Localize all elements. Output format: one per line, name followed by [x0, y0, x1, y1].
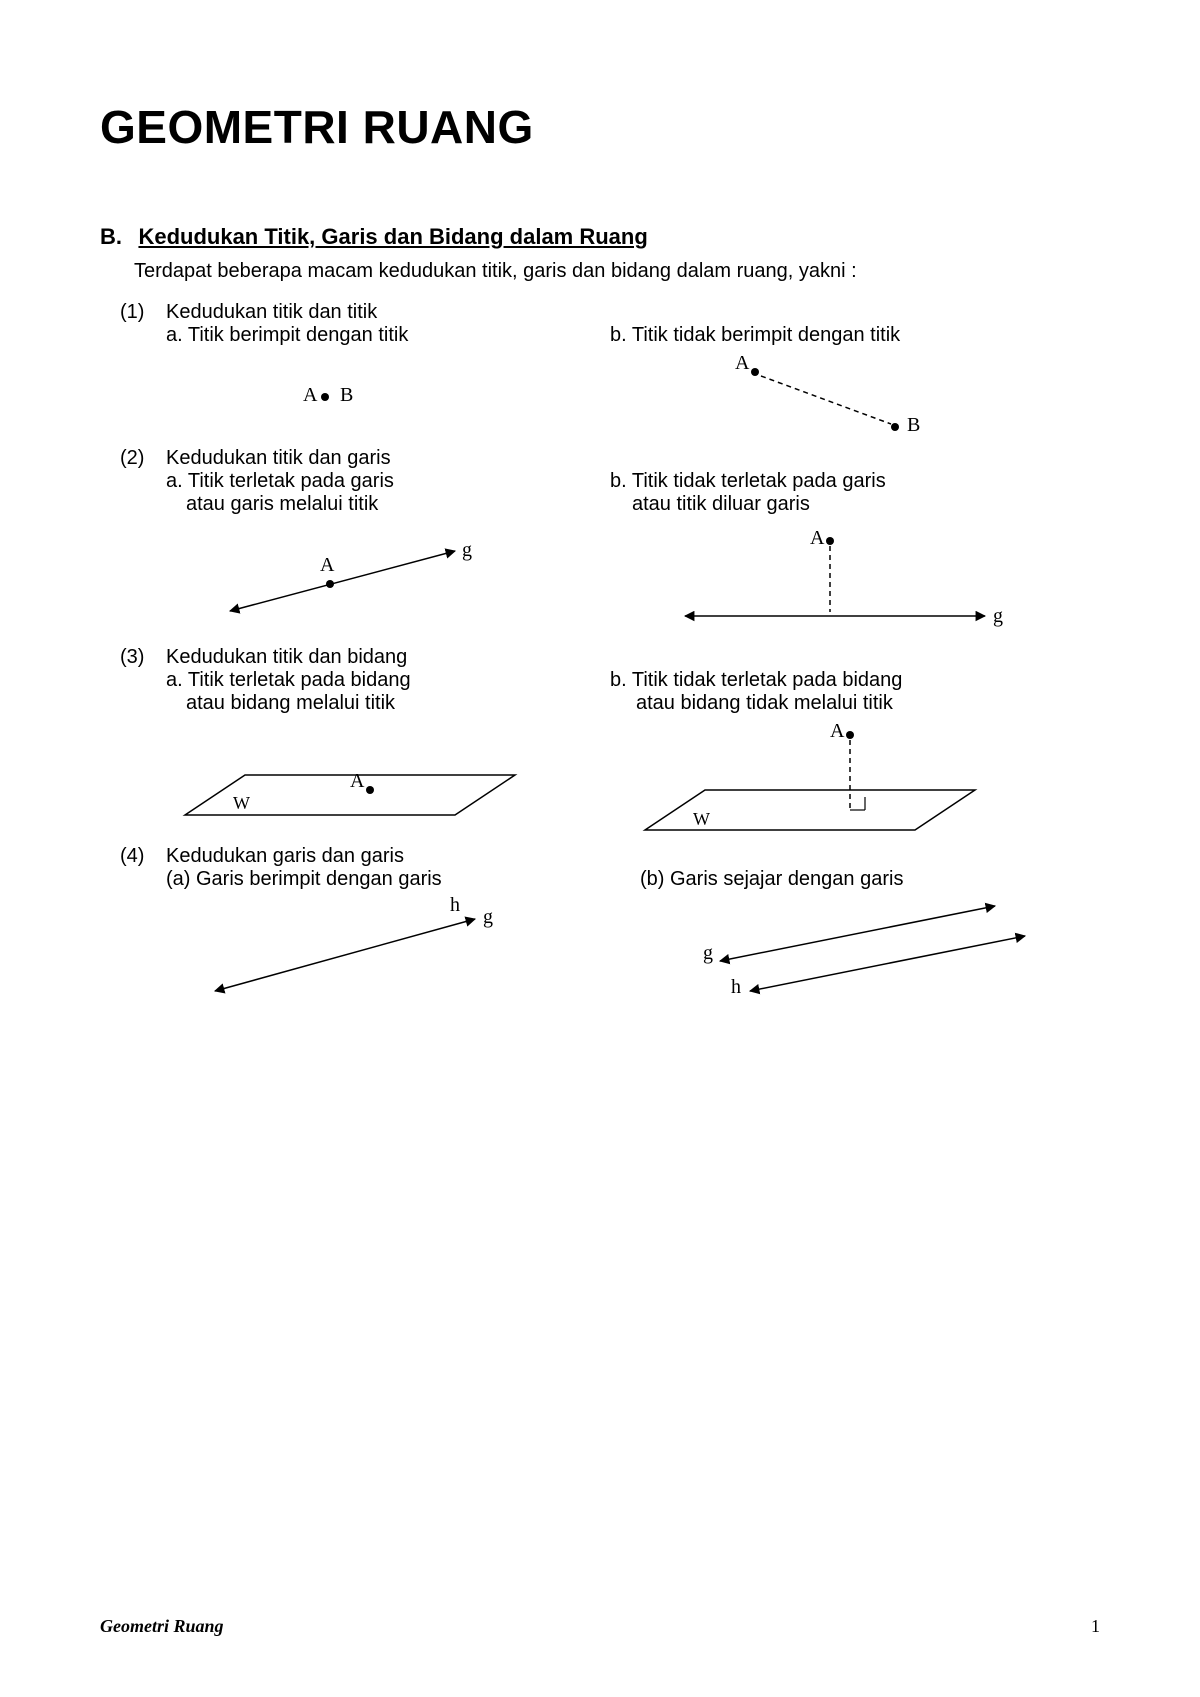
label-h: h — [450, 894, 460, 916]
item-text: Kedudukan titik dan bidang — [166, 646, 407, 669]
subitem-a: a. Titik terletak pada garis — [166, 470, 610, 493]
diagram-row: A W A W — [120, 715, 1100, 845]
label-W: W — [233, 793, 250, 813]
list-item: (4) Kedudukan garis dan garis — [120, 845, 1100, 868]
item-text: Kedudukan titik dan titik — [166, 301, 377, 324]
list-item: (2) Kedudukan titik dan garis — [120, 447, 1100, 470]
subitem-a: a. Titik terletak pada bidang — [166, 669, 610, 692]
item-number: (3) — [120, 646, 166, 669]
subitem-b: (b) Garis sejajar dengan garis — [640, 868, 1100, 891]
label-B: B — [907, 414, 920, 436]
page-title: GEOMETRI RUANG — [100, 100, 1100, 154]
subitem-b: b. Titik tidak berimpit dengan titik — [610, 324, 1100, 347]
page-footer: Geometri Ruang 1 — [100, 1616, 1100, 1637]
document-page: GEOMETRI RUANG B. Kedudukan Titik, Garis… — [0, 0, 1200, 1697]
diagram-3a: A W — [120, 715, 610, 845]
diagram-4a: h g — [120, 891, 610, 1011]
diagram-row: A g A g — [120, 516, 1100, 646]
label-A: A — [735, 352, 750, 374]
subitem-row: a. Titik terletak pada garis atau garis … — [120, 470, 1100, 516]
label-A: A — [303, 384, 318, 406]
list-item: (1) Kedudukan titik dan titik — [120, 301, 1100, 324]
label-W: W — [693, 809, 710, 829]
subitem-row: (a) Garis berimpit dengan garis (b) Gari… — [120, 868, 1100, 891]
label-g: g — [993, 605, 1003, 627]
page-number: 1 — [1091, 1616, 1100, 1637]
subitem-a2: atau garis melalui titik — [186, 493, 610, 516]
diagram-3b: A W — [610, 715, 1100, 845]
subitem-b: b. Titik tidak terletak pada garis — [610, 470, 1100, 493]
diagram-1b: A B — [610, 347, 1100, 447]
label-B: B — [340, 384, 353, 406]
subitem-b2: atau titik diluar garis — [632, 493, 1100, 516]
intro-text: Terdapat beberapa macam kedudukan titik,… — [134, 260, 1100, 283]
list-item: (3) Kedudukan titik dan bidang — [120, 646, 1100, 669]
diagram-2b: A g — [610, 516, 1100, 646]
subitem-a: (a) Garis berimpit dengan garis — [166, 868, 610, 891]
label-A: A — [830, 720, 845, 742]
diagram-2a: A g — [120, 516, 610, 646]
item-number: (1) — [120, 301, 166, 324]
label-h: h — [731, 976, 741, 998]
subitem-a2: atau bidang melalui titik — [186, 692, 610, 715]
item-number: (4) — [120, 845, 166, 868]
section-header: B. Kedudukan Titik, Garis dan Bidang dal… — [100, 224, 1100, 250]
subitem-a: a. Titik berimpit dengan titik — [166, 324, 610, 347]
item-text: Kedudukan titik dan garis — [166, 447, 391, 470]
footer-title: Geometri Ruang — [100, 1616, 224, 1637]
label-A: A — [810, 527, 825, 549]
label-g: g — [703, 942, 713, 964]
diagram-1a: A B — [120, 347, 610, 447]
label-A: A — [350, 770, 365, 792]
section-heading: Kedudukan Titik, Garis dan Bidang dalam … — [138, 224, 647, 249]
subitem-row: a. Titik berimpit dengan titik b. Titik … — [120, 324, 1100, 347]
item-text: Kedudukan garis dan garis — [166, 845, 404, 868]
label-A: A — [320, 554, 335, 576]
subitem-b2: atau bidang tidak melalui titik — [636, 692, 1100, 715]
item-number: (2) — [120, 447, 166, 470]
section-letter: B. — [100, 224, 134, 250]
diagram-4b: g h — [610, 891, 1100, 1011]
subitem-row: a. Titik terletak pada bidang atau bidan… — [120, 669, 1100, 715]
diagram-row: h g g h — [120, 891, 1100, 1011]
label-g: g — [483, 906, 493, 928]
diagram-row: A B A B — [120, 347, 1100, 447]
subitem-b: b. Titik tidak terletak pada bidang — [610, 669, 1100, 692]
label-g: g — [462, 539, 472, 561]
